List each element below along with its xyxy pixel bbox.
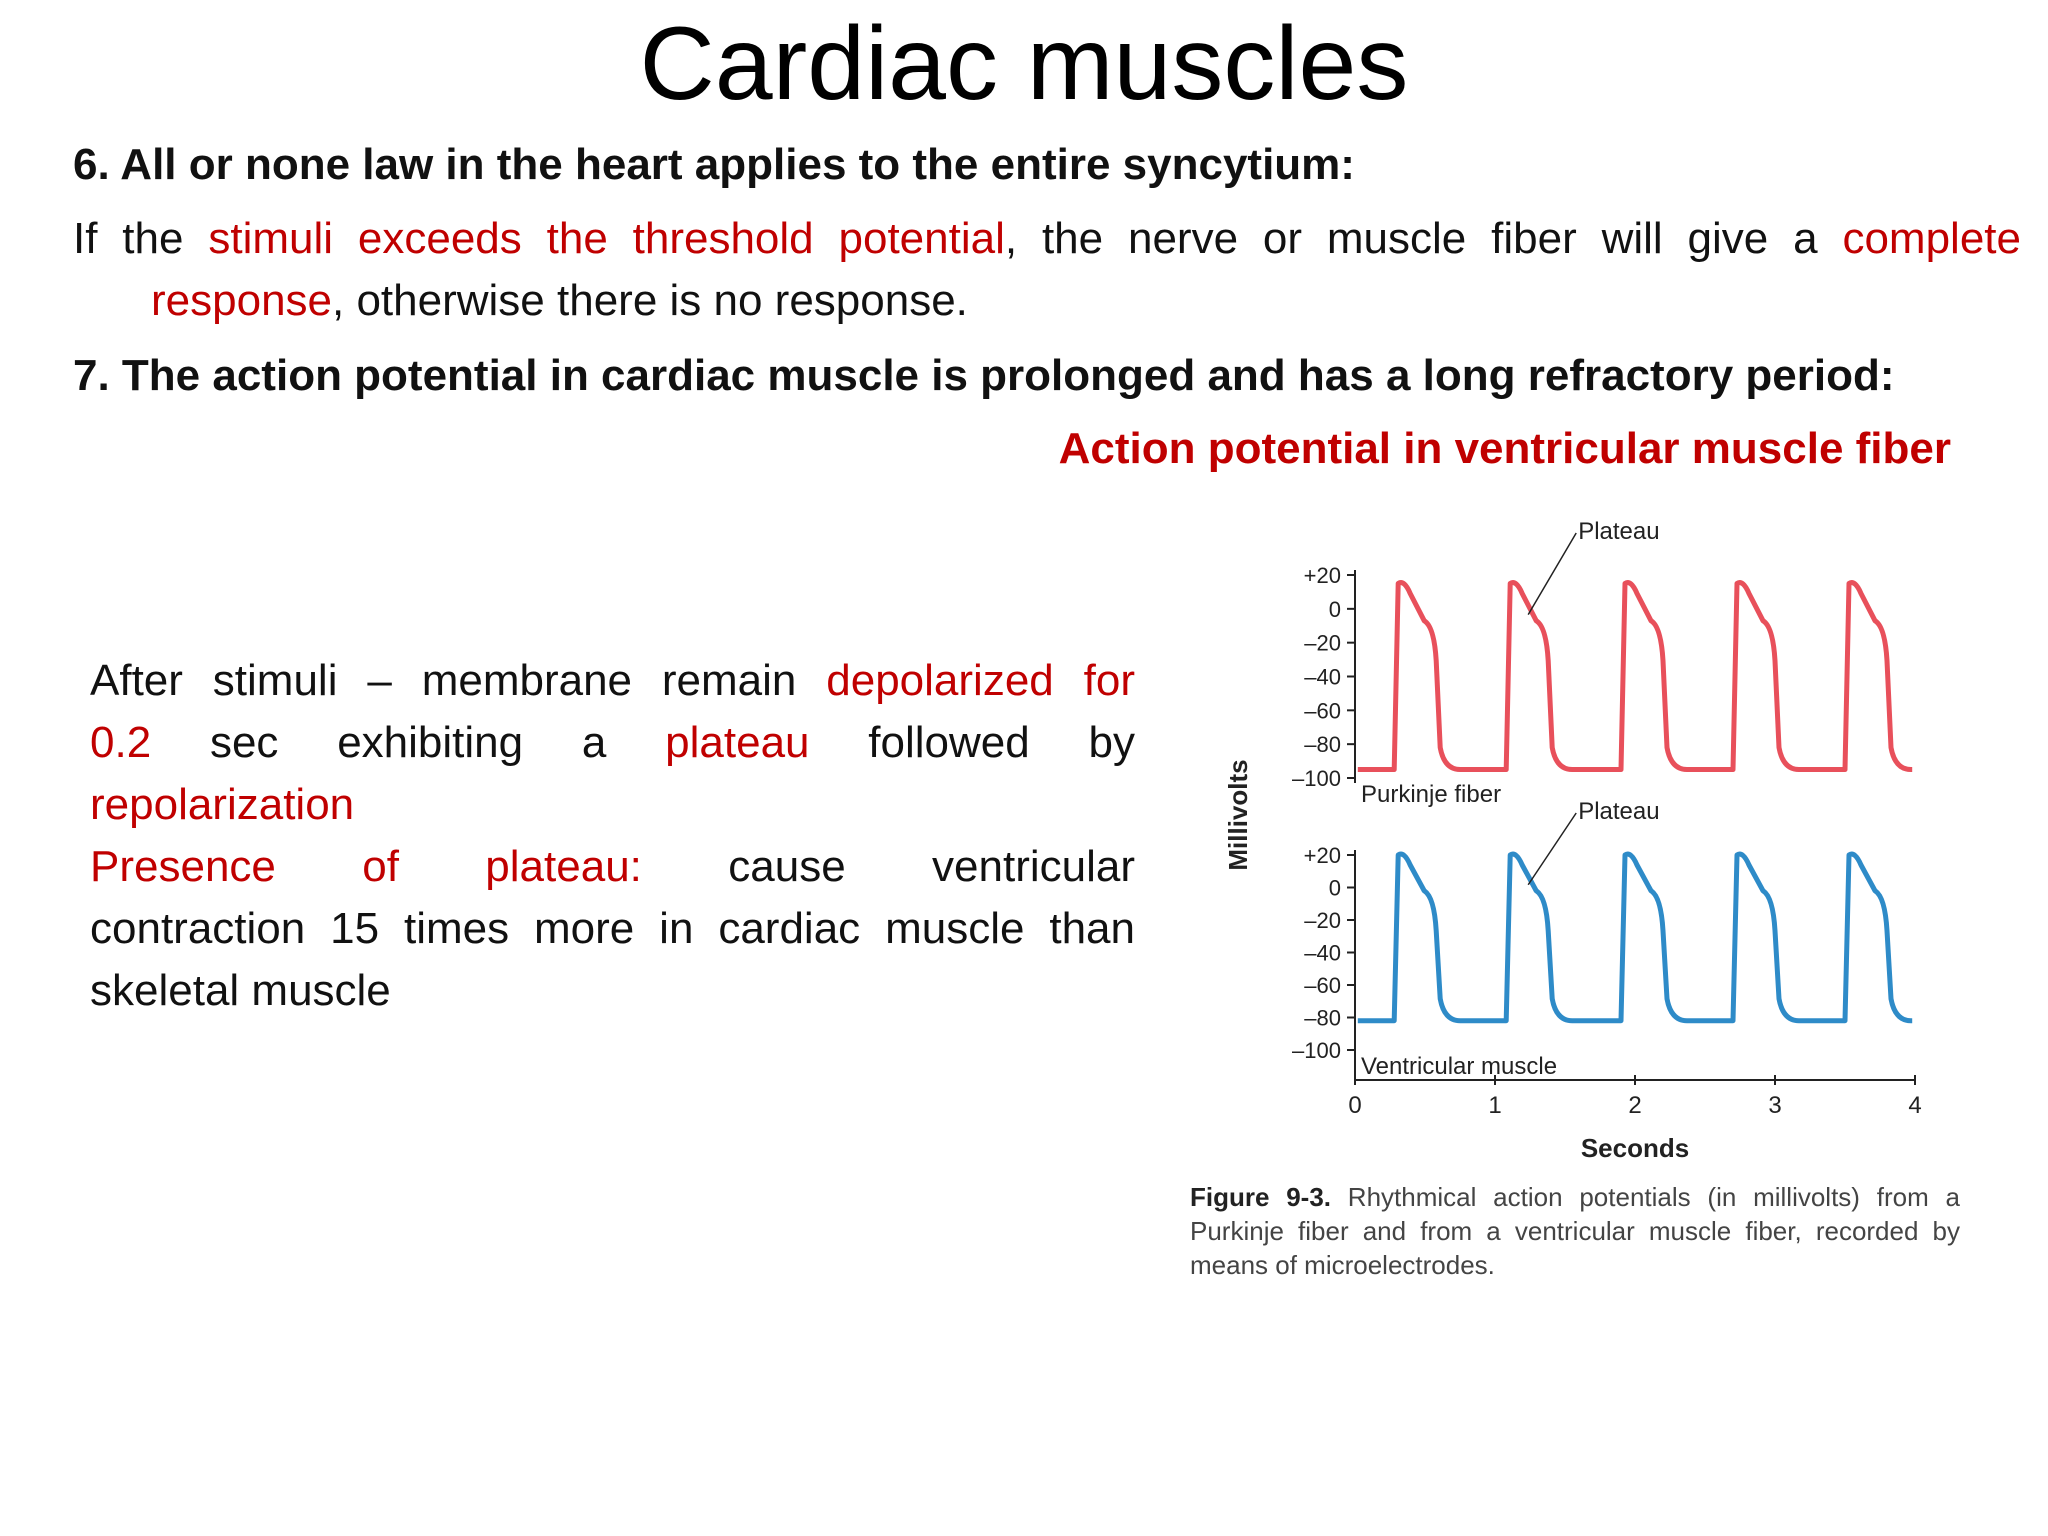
y-tick-label: –100 <box>1292 1038 1341 1063</box>
y-tick-label: –100 <box>1292 766 1341 791</box>
series-label: Ventricular muscle <box>1361 1053 1557 1080</box>
explanation-highlight: depolarized for <box>826 656 1135 705</box>
explanation-line-4: Presence of plateau: cause ventricular <box>90 836 1135 898</box>
series-label: Purkinje fiber <box>1361 781 1501 808</box>
explanation-line-6: skeletal muscle <box>90 966 391 1015</box>
explanation-line-1: After stimuli – membrane remain depolari… <box>90 650 1135 712</box>
x-tick-label: 4 <box>1908 1092 1921 1119</box>
y-axis-label: Millivolts <box>1223 759 1253 870</box>
plateau-explanation: After stimuli – membrane remain depolari… <box>90 650 1135 1022</box>
y-tick-label: +20 <box>1304 563 1341 588</box>
p6-highlight-threshold: stimuli exceeds the threshold potential <box>208 214 1005 263</box>
explanation-text: followed by <box>809 718 1135 767</box>
plateau-annotation: Plateau <box>1578 518 1659 545</box>
explanation-line-2: 0.2 sec exhibiting a plateau followed by <box>90 712 1135 774</box>
y-tick-label: –60 <box>1304 698 1341 723</box>
y-tick-label: 0 <box>1329 876 1341 901</box>
x-axis-label: Seconds <box>1581 1133 1689 1163</box>
explanation-text: cause ventricular <box>641 842 1135 891</box>
y-tick-label: +20 <box>1304 843 1341 868</box>
series-line <box>1357 580 1914 773</box>
explanation-line-5: contraction 15 times more in cardiac mus… <box>90 904 1135 953</box>
annotation-pointer <box>1527 812 1577 886</box>
y-tick-label: –80 <box>1304 732 1341 757</box>
x-tick-label: 3 <box>1768 1092 1781 1119</box>
p6-highlight-response: complete response <box>151 214 2021 325</box>
action-potential-chart: +20 0 –20 –40 –60 –80 –100 Purkinje fiber Platea… <box>1223 518 1915 1081</box>
explanation-text: After stimuli – membrane remain <box>90 656 827 705</box>
figure-heading: Action potential in ventricular muscle f… <box>1058 424 1951 473</box>
explanation-highlight: Presence of plateau: <box>90 842 642 891</box>
point-7-heading: 7. The action potential in cardiac muscl… <box>73 351 1895 400</box>
annotation-pointer <box>1527 532 1577 616</box>
point-6-body: If the stimuli exceeds the threshold pot… <box>73 208 2021 332</box>
x-tick-label: 0 <box>1348 1092 1361 1119</box>
explanation-highlight: plateau <box>665 718 810 767</box>
y-tick-label: –40 <box>1304 941 1341 966</box>
p6-text-2: , the nerve or muscle fiber will give a <box>1004 214 1843 263</box>
slide-title: Cardiac muscles <box>639 6 1409 122</box>
x-tick-label: 1 <box>1488 1092 1501 1119</box>
y-tick-label: –20 <box>1304 631 1341 656</box>
p6-text-3: , otherwise there is no response. <box>332 276 968 325</box>
plateau-annotation: Plateau <box>1578 798 1659 825</box>
series-line <box>1357 851 1914 1024</box>
y-tick-label: –80 <box>1304 1006 1341 1031</box>
explanation-text: sec exhibiting a <box>151 718 666 767</box>
caption-label: Figure 9-3. <box>1190 1182 1332 1212</box>
y-tick-label: –40 <box>1304 665 1341 690</box>
caption-text: Rhythmical action potentials (in millivo… <box>1190 1182 1960 1280</box>
figure-caption: Figure 9-3. Rhythmical action potentials… <box>1190 1180 1960 1282</box>
explanation-line-3: repolarization <box>90 780 355 829</box>
p6-text-1: If the <box>73 214 209 263</box>
x-axis-panel: 0 1 2 3 4 Seconds <box>1348 1075 1922 1163</box>
y-tick-label: 0 <box>1329 597 1341 622</box>
y-tick-label: –60 <box>1304 973 1341 998</box>
x-tick-label: 2 <box>1628 1092 1641 1119</box>
explanation-highlight: 0.2 <box>90 718 152 767</box>
point-6-heading: 6. All or none law in the heart applies … <box>73 140 1355 189</box>
y-tick-label: –20 <box>1304 908 1341 933</box>
